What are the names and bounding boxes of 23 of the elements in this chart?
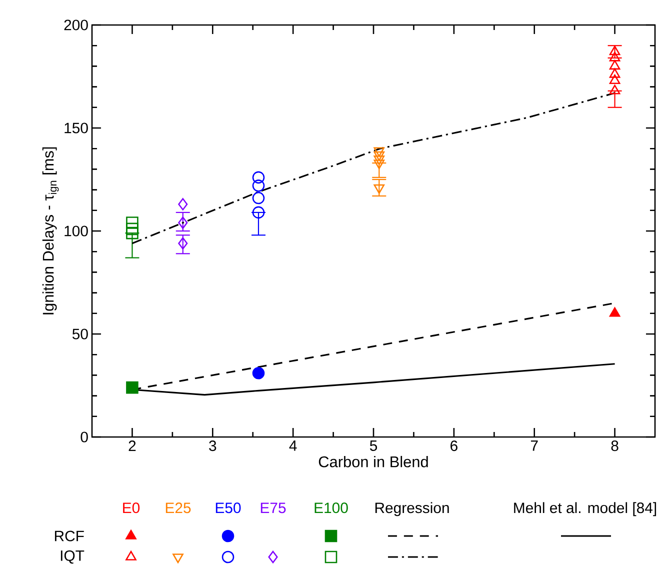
text: Mehl et al. model [84] [514,502,656,516]
x-tick-label: 2 [128,440,136,451]
x-tick-label: 5 [370,440,378,451]
text: RCF [54,530,84,542]
x-tick-label: 4 [289,440,297,451]
y-tick-label: 50 [72,328,88,340]
text: E75 [260,502,286,514]
text: E50 [216,502,241,514]
x-tick-label: 8 [611,440,618,452]
text: IQT [60,550,84,564]
text: E25 [166,502,191,514]
y-axis-title: Ignition Delays - τ$_{ign}$ [ms] [42,147,59,314]
text: E100 [314,502,348,514]
text: E0 [123,502,140,514]
x-axis-title: Carbon in Blend [318,456,428,468]
x-tick-label: 6 [450,440,458,452]
y-tick-label: 150 [64,122,88,134]
y-tick-label: 100 [64,226,88,236]
y-tick-label: 200 [64,20,88,30]
y-tick-label: 0 [80,432,88,442]
x-tick-label: 3 [209,440,216,452]
text: Regression [375,502,449,516]
x-tick-label: 7 [530,440,538,451]
